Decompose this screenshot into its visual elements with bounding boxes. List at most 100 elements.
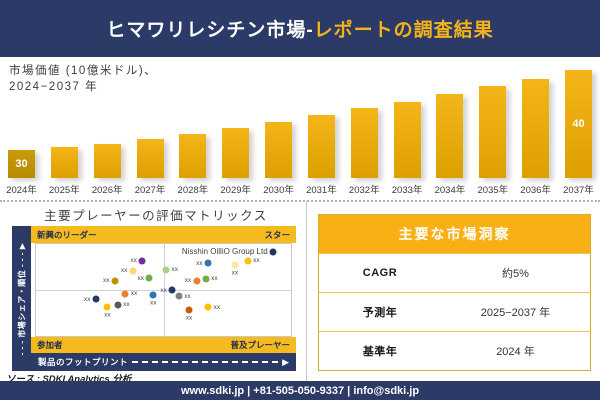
point-label: Nisshin OilliO Group Ltd — [181, 247, 268, 257]
highlight-company-point: Nisshin OilliO Group Ltd — [182, 247, 277, 256]
year-tick-label: 2030年 — [263, 185, 294, 196]
bar-column: 2030年 — [263, 122, 294, 196]
matrix-point: xx — [121, 290, 137, 298]
matrix-plot: xx xx xx xx xx Nisshin OilliO Group Ltd xx xx xx… — [35, 243, 292, 337]
chart-caption-line1: 市場価値 (10億米ドル)、 — [9, 65, 158, 77]
matrix-point: xx — [175, 292, 191, 300]
dot-icon — [103, 303, 111, 311]
bar-value-label: 40 — [572, 118, 585, 130]
year-tick-label: 2027年 — [134, 185, 166, 196]
bar — [136, 139, 164, 178]
bar-column: 2028年 — [178, 134, 208, 196]
dot-icon — [269, 248, 277, 256]
market-insights-panel: 主要な市場洞察 CAGR 約5% 予測年 2025−2037 年基準年 2024 年 — [318, 214, 591, 371]
bar — [436, 94, 464, 178]
point-label: xx — [184, 277, 192, 285]
dot-icon — [193, 277, 201, 285]
matrix-title: 主要プレーヤーの評価マトリックス — [44, 209, 268, 223]
insight-label: CAGR — [362, 267, 398, 279]
point-label: xx — [160, 286, 167, 294]
matrix-point: xx — [196, 259, 212, 267]
page-title-accent: レポートの調査結果 — [313, 20, 494, 41]
point-label: xx — [171, 266, 179, 274]
source-note: ソース : SDKI Analytics 分析 — [6, 374, 132, 385]
vertical-divider — [306, 201, 307, 381]
footer-contact-text: www.sdki.jp | +81-505-050-9337 | info@sd… — [180, 384, 420, 397]
matrix-point: xx — [204, 303, 220, 311]
dashed-line — [132, 361, 279, 363]
bar — [307, 115, 335, 178]
point-label: xx — [231, 269, 239, 277]
insight-value: 2025−2037 年 — [480, 307, 551, 319]
year-tick-label: 2034年 — [434, 185, 466, 196]
point-label: xx — [120, 267, 128, 275]
dot-icon — [92, 295, 100, 303]
bar-column: 2032年 — [349, 108, 380, 196]
bar-column: 2035年 — [477, 86, 508, 196]
bar-column: 2034年 — [435, 94, 465, 196]
bar: 30 — [8, 150, 35, 178]
insight-row: 基準年 2024 年 — [319, 331, 590, 370]
point-label: xx — [211, 275, 218, 283]
dot-icon — [129, 267, 137, 275]
bar: 40 — [564, 70, 592, 178]
bar — [50, 147, 78, 178]
bar — [265, 122, 293, 178]
point-label: xx — [184, 292, 191, 300]
point-label: xx — [103, 277, 110, 285]
dot-icon — [138, 257, 146, 265]
dot-icon — [231, 261, 239, 269]
insight-row: CAGR 約5% — [319, 253, 590, 292]
matrix-point: xx — [160, 286, 176, 294]
dot-icon — [111, 277, 119, 285]
page-title: ヒマワリレシチン市場- — [106, 20, 314, 41]
chart-axis-caption: 市場価値 (10億米ドル)、 2024−2037 年 — [9, 63, 157, 95]
point-label: xx — [104, 311, 111, 319]
bar — [522, 79, 550, 178]
bar-value-label: 30 — [15, 158, 28, 170]
dot-icon — [204, 303, 212, 311]
dot-icon — [168, 286, 176, 294]
point-label: xx — [130, 257, 137, 265]
bar — [479, 86, 507, 178]
matrix-point: xx — [84, 295, 100, 303]
matrix-x-axis: 製品のフットプリント ▶ — [31, 353, 296, 371]
matrix-point: xx — [149, 291, 157, 306]
dot-icon — [145, 274, 153, 282]
matrix-point: xx — [244, 257, 260, 265]
year-tick-label: 2033年 — [391, 185, 423, 196]
bar — [350, 108, 378, 178]
matrix-point: xx — [103, 277, 119, 285]
dot-icon — [185, 306, 193, 314]
matrix-y-axis-label: - - - 市場シェア・順位 - - - ▶ — [17, 242, 26, 355]
up-arrow-icon: ▶ — [17, 242, 26, 249]
bar-column: 2036年 — [520, 79, 551, 196]
point-label: xx — [130, 290, 138, 298]
matrix-point: xx — [114, 301, 130, 309]
bar-column: 2033年 — [392, 102, 422, 196]
year-tick-label: 2029年 — [220, 185, 252, 196]
year-tick-label: 2024年 — [6, 185, 37, 196]
quadrant-label-stars: スター — [264, 229, 290, 240]
point-label: xx — [83, 295, 91, 303]
year-tick-label: 2035年 — [477, 185, 509, 196]
right-arrow-icon: ▶ — [282, 356, 289, 367]
matrix-point: xx — [137, 274, 153, 282]
year-tick-label: 2026年 — [91, 185, 123, 196]
year-tick-label: 2037年 — [563, 185, 594, 196]
matrix-bottom-strip: 参加者 普及プレーヤー — [31, 337, 296, 353]
player-evaluation-matrix: - - - 市場シェア・順位 - - - ▶ 新興のリーダー スター xx xx x… — [12, 226, 296, 371]
insight-label: 基準年 — [362, 346, 398, 358]
bar — [393, 102, 421, 178]
matrix-point: xx — [185, 306, 193, 322]
bar-column: 2029年 — [220, 128, 251, 196]
contact-footer: www.sdki.jp | +81-505-050-9337 | info@sd… — [0, 381, 600, 400]
bar-column: 40 2037年 — [563, 70, 594, 196]
bar-chart: 30 2024年 2025年 2026年 2027年 2028年 2029年 2030年 203… — [6, 57, 594, 196]
dot-icon — [114, 301, 122, 309]
matrix-point: xx — [185, 277, 201, 285]
dot-icon — [175, 292, 183, 300]
point-label: xx — [123, 301, 130, 309]
point-label: xx — [213, 303, 221, 311]
